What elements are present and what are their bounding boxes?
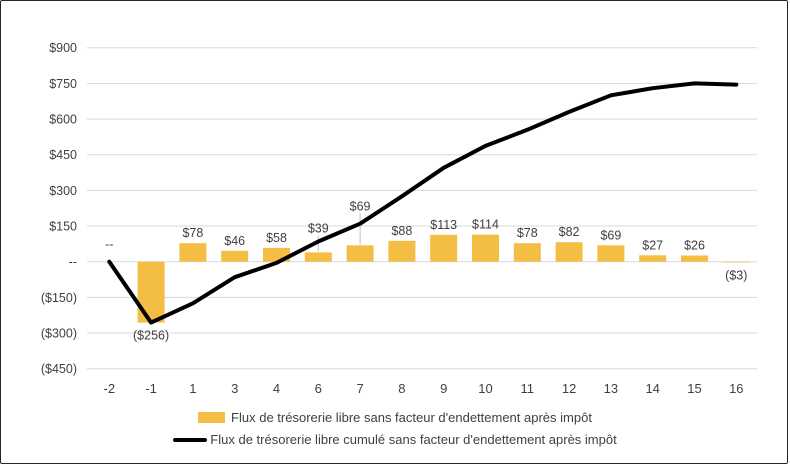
bar	[179, 243, 207, 262]
svg-text:-1: -1	[145, 381, 157, 396]
cashflow-combo-chart: $900 $750 $600 $450 $300 $150 -- ($150) ($300) ($…	[41, 41, 757, 396]
bar	[513, 243, 541, 262]
svg-text:--: --	[69, 255, 77, 269]
bar-data-label: $39	[308, 221, 329, 235]
svg-text:8: 8	[398, 381, 405, 396]
svg-text:$750: $750	[49, 77, 77, 91]
bar	[221, 250, 249, 262]
svg-text:4: 4	[273, 381, 280, 396]
legend-item-line-series: Flux de trésorerie libre cumulé sans fac…	[173, 429, 617, 450]
svg-text:($450): ($450)	[41, 362, 77, 376]
bar	[597, 245, 625, 262]
bar-data-label: $88	[391, 224, 412, 238]
bar-data-label: $46	[224, 234, 245, 248]
bar-data-label: ($3)	[725, 268, 747, 282]
svg-text:1: 1	[189, 381, 196, 396]
bar	[639, 255, 667, 262]
svg-text:15: 15	[687, 381, 701, 396]
x-axis-tick-labels: -2 -1 1 3 4 6 7 8 9 10 11 12 13 14 15 16	[104, 381, 744, 396]
cumulative-line	[107, 81, 739, 325]
bar-data-label: $69	[600, 228, 621, 242]
bar-data-label: $78	[517, 226, 538, 240]
legend-label-line-series: Flux de trésorerie libre cumulé sans fac…	[210, 432, 617, 447]
legend-label-bar-series: Flux de trésorerie libre sans facteur d'…	[231, 410, 592, 425]
bar-data-label: $26	[684, 239, 705, 253]
bar-data-label: ($256)	[133, 329, 169, 343]
svg-text:$300: $300	[49, 184, 77, 198]
bar-series-swatch-icon	[198, 412, 226, 423]
y-axis-tick-labels: $900 $750 $600 $450 $300 $150 -- ($150) ($300) ($…	[41, 41, 77, 376]
bar	[137, 261, 165, 323]
svg-text:$450: $450	[49, 148, 77, 162]
bar	[430, 234, 458, 262]
svg-text:($150): ($150)	[41, 291, 77, 305]
svg-text:14: 14	[645, 381, 659, 396]
bar-data-label: $82	[559, 225, 580, 239]
chart-legend: Flux de trésorerie libre sans facteur d'…	[1, 407, 789, 450]
svg-text:7: 7	[356, 381, 363, 396]
svg-text:10: 10	[478, 381, 492, 396]
svg-text:($300): ($300)	[41, 327, 77, 341]
bar-data-label: $69	[350, 199, 371, 213]
svg-text:$600: $600	[49, 113, 77, 127]
gridlines	[87, 47, 757, 370]
bar	[681, 255, 708, 262]
bar-data-labels: -- ($256) $78 $46 $58 $39 $69 $88 $113 $114 $78 $82…	[105, 199, 747, 342]
bar-data-label: $58	[266, 231, 287, 245]
bar	[388, 240, 416, 262]
svg-text:12: 12	[562, 381, 576, 396]
svg-text:11: 11	[521, 381, 535, 396]
svg-text:6: 6	[315, 381, 322, 396]
bar	[304, 252, 332, 262]
svg-text:$150: $150	[49, 220, 77, 234]
svg-text:13: 13	[604, 381, 618, 396]
legend-item-bar-series: Flux de trésorerie libre sans facteur d'…	[198, 407, 592, 428]
bar-series	[137, 234, 750, 323]
bar	[722, 261, 750, 263]
svg-text:$900: $900	[49, 41, 77, 55]
bar-data-label: $113	[430, 218, 457, 232]
line-series-swatch-icon	[173, 437, 208, 442]
svg-text:-2: -2	[104, 381, 116, 396]
bar-data-label: --	[105, 238, 113, 252]
svg-text:16: 16	[729, 381, 743, 396]
bar	[472, 234, 499, 262]
bar-data-label: $78	[182, 226, 203, 240]
svg-text:3: 3	[231, 381, 238, 396]
svg-text:9: 9	[440, 381, 447, 396]
bar-data-label: $27	[642, 238, 663, 252]
bar	[346, 245, 374, 262]
bar-data-label: $114	[472, 218, 499, 232]
bar	[555, 242, 583, 262]
